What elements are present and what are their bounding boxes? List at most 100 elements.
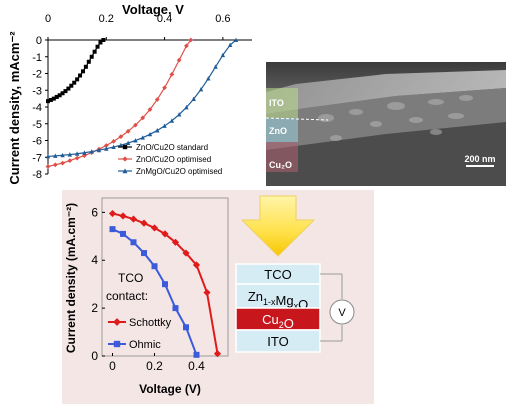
chart2-legend-title: contact:	[106, 289, 148, 303]
chart2-point-0	[161, 230, 169, 238]
chart2-point-1	[120, 230, 126, 237]
chart1-y-tick-label: 0	[36, 35, 42, 47]
chart1-point-1	[184, 43, 189, 49]
chart1-point-2	[198, 87, 204, 92]
chart1-point-1	[103, 143, 109, 148]
chart1-point-2	[169, 118, 175, 123]
chart1-point-0	[69, 83, 74, 88]
sem-label-cu2o: Cu₂O	[269, 160, 292, 170]
device-layer-label-0: TCO	[264, 267, 291, 282]
chart1-legend-label: ZnO/Cu2O optimised	[136, 155, 211, 164]
chart1-point-2	[162, 123, 167, 128]
chart1-point-2	[74, 151, 80, 156]
chart1-point-0	[66, 86, 71, 91]
chart2-y-tick-label: 6	[91, 205, 98, 219]
chart2-point-1	[193, 351, 200, 358]
chart1-point-0	[78, 73, 83, 78]
chart1-point-1	[74, 155, 80, 161]
chart2-y-tick-label: 2	[91, 301, 98, 315]
chart2-x-tick-label: 0	[109, 359, 116, 373]
chart1-x-tick-label: 0.2	[99, 13, 114, 25]
chart1-x-tick-label: 0	[45, 13, 51, 25]
chart1-point-2	[140, 135, 145, 140]
chart1-point-0	[86, 59, 91, 64]
chart1-point-0	[60, 91, 65, 96]
chart1-point-0	[83, 64, 88, 69]
chart1-point-2	[133, 138, 138, 143]
down-arrow-icon	[240, 195, 316, 257]
sem-label-zno: ZnO	[269, 126, 287, 136]
chart2-point-0	[182, 249, 190, 257]
chart2-plot-frame	[101, 197, 229, 357]
chart2-point-0	[129, 215, 138, 223]
chart1-y-tick-label: -7	[32, 152, 42, 164]
chart1-point-1	[176, 57, 182, 63]
chart1-point-1	[154, 97, 160, 102]
chart2-x-tick-label: 0.4	[188, 359, 205, 373]
jv-chart-top: Voltage, V Current density, mAcm⁻² 0 -1 -2…	[7, 2, 252, 185]
chart1-legend-label: ZnMgO/Cu2O optimised	[136, 167, 222, 176]
chart2-point-1	[141, 250, 147, 257]
chart2-point-0	[150, 224, 159, 232]
chart2-y-tick-label: 4	[91, 253, 98, 267]
chart1-point-0	[98, 40, 103, 45]
chart2-legend-title: TCO	[118, 271, 143, 285]
chart1-legend-marker	[122, 168, 128, 174]
bottom-panel: Current density (mA.cm⁻²) Voltage (V) 0 2…	[62, 190, 374, 404]
chart1-point-0	[54, 94, 59, 99]
voltmeter-icon	[329, 299, 355, 325]
chart2-y-tick-label: 0	[91, 349, 98, 363]
chart1-point-1	[118, 134, 124, 140]
chart1-point-1	[67, 158, 73, 163]
chart1-point-2	[111, 144, 116, 150]
chart1-point-0	[46, 99, 50, 104]
device-layer-label-2: Cu2O	[262, 312, 294, 331]
chart1-y-tick-label: -2	[32, 69, 42, 81]
sem-label-ito: ITO	[269, 98, 284, 108]
sem-scale-bar-label: 200 nm	[464, 154, 495, 164]
chart2-point-1	[172, 305, 179, 312]
chart1-legend-marker	[122, 156, 128, 162]
device-layer-1	[235, 283, 321, 309]
chart2-legend-marker	[113, 340, 121, 348]
chart1-point-1	[188, 37, 194, 43]
chart1-point-0	[75, 77, 80, 82]
chart1-point-1	[111, 138, 116, 144]
chart2-point-0	[108, 209, 117, 218]
chart1-point-1	[162, 85, 167, 91]
chart1-point-2	[67, 152, 73, 157]
chart1-point-2	[213, 64, 218, 69]
chart1-point-2	[227, 42, 233, 48]
chart1-point-2	[60, 152, 65, 158]
device-layer-label-1: Zn1-xMgxO	[248, 289, 308, 312]
chart1-point-0	[51, 96, 56, 101]
voltmeter-label: V	[338, 307, 346, 319]
chart2-point-1	[183, 324, 189, 331]
chart1-y-tick-label: -1	[32, 52, 42, 64]
chart1-point-0	[89, 54, 94, 59]
chart1-point-1	[169, 71, 175, 77]
chart1-y-axis-title: Current density, mAcm⁻²	[7, 31, 22, 185]
chart2-legend-marker	[113, 318, 121, 326]
chart2-point-0	[140, 219, 148, 227]
chart2-point-1	[130, 239, 137, 246]
chart1-point-0	[57, 93, 62, 98]
chart1-point-1	[133, 122, 138, 128]
chart1-y-tick-label: -4	[32, 102, 42, 114]
chart2-x-axis-title: Voltage (V)	[139, 382, 201, 396]
chart1-point-1	[140, 115, 146, 121]
chart2-legend-label: Ohmic	[129, 339, 161, 351]
chart1-x-axis-title: Voltage, V	[122, 2, 184, 17]
chart1-point-0	[72, 80, 77, 85]
chart1-point-2	[45, 154, 51, 159]
sem-cross-section-image: ITO ZnO Cu₂O 200 nm	[265, 62, 506, 186]
chart1-point-2	[89, 149, 94, 154]
chart2-point-0	[119, 212, 127, 220]
chart1-y-tick-label: -3	[32, 85, 42, 97]
chart1-series-line-0	[47, 39, 104, 102]
chart1-legend-marker	[122, 144, 128, 150]
chart1-point-2	[82, 150, 87, 155]
chart1-legend-label: ZnO/Cu2O standard	[136, 143, 208, 152]
chart1-point-2	[155, 128, 160, 133]
chart1-point-0	[63, 89, 68, 94]
